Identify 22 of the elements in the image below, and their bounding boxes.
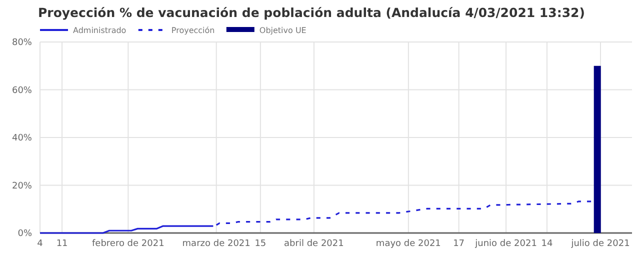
y-tick-label: 80% (12, 38, 32, 48)
x-tick-label: 17 (453, 239, 465, 249)
y-tick-label: 20% (12, 181, 32, 192)
x-tick-label: abril de 2021 (284, 239, 344, 249)
legend-label: Administrado (73, 26, 126, 35)
chart-title: Proyección % de vacunación de población adulta (Andalucía 4/03/2021 13:32) (38, 5, 585, 20)
x-tick-label: febrero de 2021 (92, 239, 164, 249)
x-tick-label: 15 (254, 239, 266, 249)
legend-label: Objetivo UE (259, 26, 306, 35)
x-tick-label: junio de 2021 (474, 239, 537, 249)
y-tick-label: 60% (12, 86, 32, 96)
x-tick-label: mayo de 2021 (376, 239, 441, 249)
x-tick-label: 14 (541, 239, 553, 249)
x-tick-label: 11 (56, 239, 68, 249)
legend-label: Proyección (171, 26, 215, 35)
line-series (216, 200, 592, 226)
x-tick-label: marzo de 2021 (182, 239, 250, 249)
line-series (39, 225, 214, 234)
x-tick-label: 4 (37, 239, 44, 249)
x-tick-label: julio de 2021 (570, 239, 630, 249)
y-tick-label: 0% (18, 229, 32, 240)
y-tick-label: 40% (12, 134, 32, 144)
